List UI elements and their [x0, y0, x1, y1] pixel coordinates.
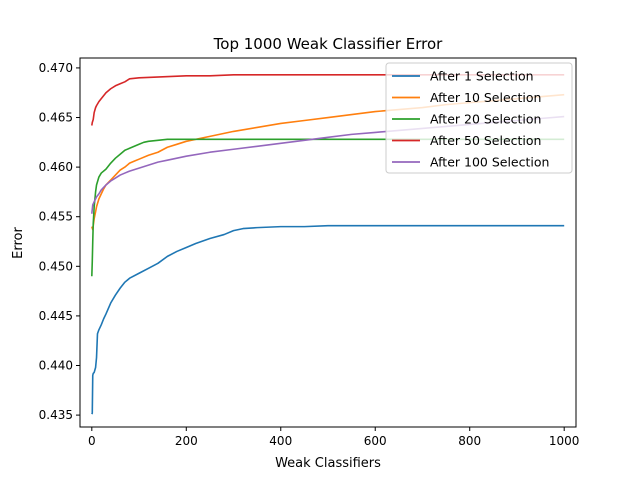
x-tick-label: 1000: [549, 434, 580, 448]
x-tick-label: 200: [175, 434, 198, 448]
y-tick-label: 0.440: [39, 359, 73, 373]
legend-label: After 50 Selection: [430, 133, 541, 148]
series-line-4: [91, 74, 565, 126]
x-tick-label: 0: [88, 434, 96, 448]
x-tick-label: 400: [269, 434, 292, 448]
y-tick-label: 0.435: [39, 408, 73, 422]
y-tick-label: 0.460: [39, 160, 73, 174]
y-tick-label: 0.455: [39, 210, 73, 224]
series-line-1: [91, 224, 565, 415]
x-axis-label: Weak Classifiers: [275, 456, 381, 471]
legend-label: After 10 Selection: [430, 90, 541, 105]
y-tick-label: 0.470: [39, 61, 73, 75]
series-line-3: [91, 138, 565, 277]
y-tick-label: 0.465: [39, 111, 73, 125]
axes-frame: [79, 57, 577, 428]
x-tick-label: 800: [458, 434, 481, 448]
y-tick-label: 0.450: [39, 259, 73, 273]
series-lines: [91, 74, 565, 415]
y-axis-label: Error: [11, 227, 26, 259]
legend-label: After 20 Selection: [430, 112, 541, 127]
legend-label: After 1 Selection: [430, 69, 534, 84]
legend: After 1 Selection After 10 Selection After…: [385, 62, 573, 174]
y-axis: 0.435 0.440 0.445 0.450 0.455 0.460 0.465 0.470: [39, 61, 80, 422]
legend-label: After 100 Selection: [430, 155, 549, 170]
x-tick-label: 600: [364, 434, 387, 448]
y-tick-label: 0.445: [39, 309, 73, 323]
chart-title: Top 1000 Weak Classifier Error: [213, 35, 443, 53]
x-axis: 0 200 400 600 800 1000: [88, 427, 579, 448]
legend-box: [385, 62, 573, 174]
